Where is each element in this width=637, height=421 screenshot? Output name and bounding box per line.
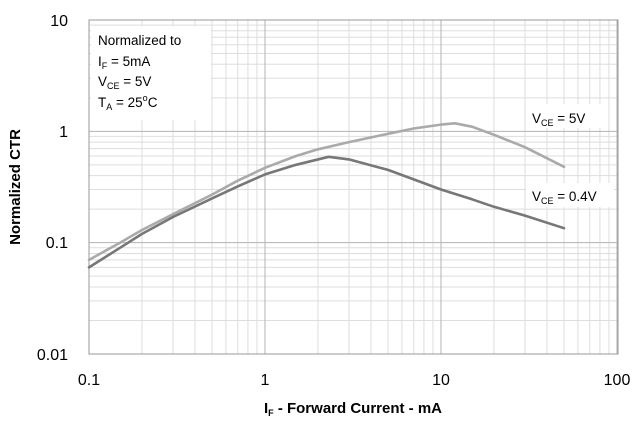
y-axis-title: Normalized CTR <box>7 129 24 245</box>
x-tick-label-100: 100 <box>604 372 631 389</box>
series-label-vce-0-4v: VCE = 0.4V <box>532 189 597 206</box>
x-tick-label-0.1: 0.1 <box>78 372 100 389</box>
annotation-box <box>91 26 211 120</box>
series-label-bg-vce-5v <box>526 104 606 128</box>
plot-frame <box>88 19 619 355</box>
x-tick-label-10: 10 <box>432 372 450 389</box>
annotation-line-4: TA = 25oC <box>98 93 158 112</box>
y-tick-label-0.01: 0.01 <box>37 347 68 364</box>
series-label-vce-5v: VCE = 5V <box>532 111 585 128</box>
y-tick-label-0.1: 0.1 <box>46 235 68 252</box>
series-layer <box>87 122 566 269</box>
annotation-line-1: Normalized to <box>98 33 181 48</box>
y-tick-label-10: 10 <box>50 13 68 30</box>
series-line-vce-0-4v <box>87 155 566 269</box>
x-tick-label-1: 1 <box>261 372 270 389</box>
series-label-bg-vce-0-4v <box>526 183 614 207</box>
y-tick-label-1: 1 <box>59 124 68 141</box>
series-line-vce-5v <box>87 122 566 262</box>
annotation-line-3: VCE = 5V <box>98 74 151 91</box>
x-axis-title: IF - Forward Current - mA <box>264 400 442 418</box>
annotation-line-2: IF = 5mA <box>98 54 150 71</box>
